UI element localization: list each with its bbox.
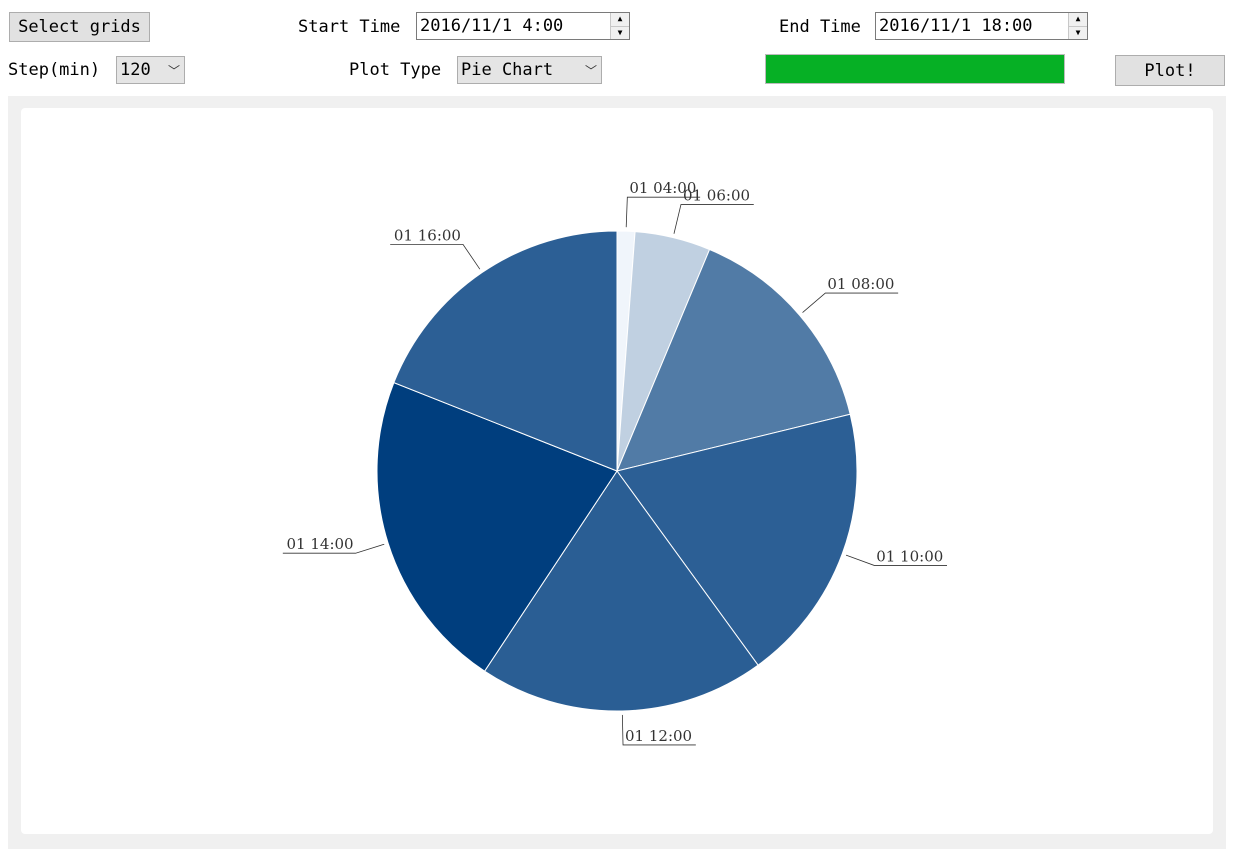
slice-label: 01 14:00 — [287, 535, 354, 553]
pie-slice — [483, 470, 759, 712]
progress-bar-fill — [766, 55, 1064, 83]
down-arrow-icon[interactable]: ▼ — [611, 25, 629, 39]
label-leader-line — [625, 196, 701, 228]
slice-label: 01 06:00 — [683, 187, 750, 205]
start-time-input[interactable] — [417, 14, 610, 38]
step-label: Step(min) — [8, 60, 101, 80]
progress-bar — [765, 54, 1065, 84]
pie-slice — [616, 413, 858, 666]
pie-slice — [616, 248, 851, 472]
label-leader-line — [390, 243, 481, 270]
step-select-value: 120 — [120, 60, 151, 80]
end-time-spinbox[interactable]: ▲ ▼ — [875, 12, 1088, 40]
label-leader-line — [673, 204, 754, 234]
start-time-spin-buttons[interactable]: ▲ ▼ — [610, 13, 629, 39]
pie-slice — [376, 382, 618, 672]
label-leader-line — [621, 714, 696, 746]
pie-slice — [393, 230, 618, 472]
label-leader-line — [845, 554, 948, 566]
plot-area: 01 04:00 01 06:00 01 08:00 01 10:00 01 12:00… — [8, 96, 1226, 849]
end-time-spin-buttons[interactable]: ▲ ▼ — [1068, 13, 1087, 39]
slice-label: 01 12:00 — [625, 727, 692, 745]
up-arrow-icon[interactable]: ▲ — [1069, 13, 1087, 26]
start-time-label: Start Time — [298, 17, 401, 37]
plot-type-select-value: Pie Chart — [461, 60, 554, 80]
chart-panel: 01 04:00 01 06:00 01 08:00 01 10:00 01 12:00… — [21, 108, 1213, 834]
chevron-down-icon: ﹀ — [167, 63, 180, 78]
slice-label: 01 08:00 — [827, 275, 894, 293]
end-time-input[interactable] — [876, 14, 1068, 38]
slice-label: 01 04:00 — [629, 179, 696, 197]
label-leader-line — [282, 543, 385, 554]
plot-button[interactable]: Plot! — [1115, 55, 1225, 86]
slice-label: 01 10:00 — [876, 547, 943, 565]
plot-type-select[interactable]: Pie Chart ﹀ — [457, 56, 602, 84]
slice-label: 01 16:00 — [394, 226, 461, 244]
plot-type-label: Plot Type — [349, 60, 442, 80]
down-arrow-icon[interactable]: ▼ — [1069, 25, 1087, 39]
toolbar: Select grids Start Time ▲ ▼ End Time ▲ ▼… — [0, 0, 1233, 96]
up-arrow-icon[interactable]: ▲ — [611, 13, 629, 26]
label-leader-line — [802, 292, 899, 313]
step-select[interactable]: 120 ﹀ — [116, 56, 185, 84]
start-time-spinbox[interactable]: ▲ ▼ — [416, 12, 630, 40]
chevron-down-icon: ﹀ — [584, 63, 597, 78]
select-grids-button[interactable]: Select grids — [9, 12, 150, 42]
end-time-label: End Time — [779, 17, 861, 37]
